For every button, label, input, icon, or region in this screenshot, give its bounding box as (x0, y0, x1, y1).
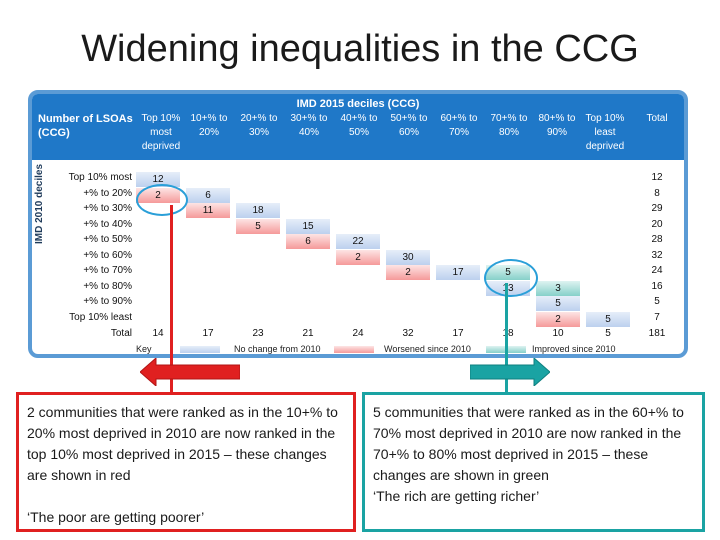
column-total: 24 (352, 328, 364, 339)
col-header: Top 10% most deprived (141, 113, 181, 152)
row-total: 28 (651, 234, 663, 245)
table-cell: 5 (236, 218, 280, 234)
table-cell: 30 (386, 249, 430, 265)
table-cell: 5 (586, 311, 630, 327)
column-total: 23 (252, 328, 264, 339)
table-cell: 5 (536, 296, 580, 311)
red-connector (170, 205, 173, 392)
col-header: Top 10% least deprived (585, 113, 625, 152)
highlight-ring-red (136, 184, 188, 216)
red-explanation-text: 2 communities that were ranked as in the… (27, 404, 338, 483)
row-total: 24 (651, 265, 663, 276)
column-total: 17 (452, 328, 464, 339)
row-label: +% to 30% (83, 203, 132, 214)
table-header: IMD 2015 deciles (CCG) Number of LSOAs (… (32, 94, 684, 160)
row-label: +% to 80% (83, 280, 132, 292)
table-cell: 3 (536, 280, 580, 296)
row-label: +% to 90% (83, 296, 132, 307)
table-cell: 6 (286, 234, 330, 249)
row-label: Top 10% least (69, 311, 132, 323)
row-total: 12 (651, 172, 663, 183)
row-total: 16 (651, 280, 663, 292)
side-label: IMD 2010 deciles (34, 163, 45, 244)
column-total: 21 (302, 328, 314, 339)
column-total: 32 (402, 328, 414, 339)
row-total: 32 (651, 249, 663, 261)
table-cell: 18 (236, 203, 280, 218)
row-label: +% to 50% (83, 234, 132, 245)
deciles-table: IMD 2015 deciles (CCG) Number of LSOAs (… (28, 90, 688, 358)
col-header: 30+% to 40% (290, 113, 328, 138)
column-total: 14 (152, 328, 164, 339)
column-total: 10 (552, 328, 564, 339)
column-total: 18 (502, 328, 514, 339)
key-improved: Improved since 2010 (532, 344, 616, 354)
row-total: 20 (651, 218, 663, 230)
row-label: Total (110, 328, 132, 339)
table-cell: 2 (536, 311, 580, 327)
col-header: 20+% to 30% (240, 113, 278, 138)
table-cell: 17 (436, 265, 480, 280)
key-label: Key (136, 344, 152, 354)
col-header: 80+% to 90% (538, 113, 576, 138)
col-header: 10+% to 20% (190, 113, 228, 138)
col-header: Total (646, 113, 668, 124)
table-cell: 12 (136, 172, 180, 187)
top-header: IMD 2015 deciles (CCG) (296, 98, 420, 110)
key-swatch-blue (180, 346, 220, 353)
row-label: +% to 40% (83, 218, 132, 230)
column-total: 17 (202, 328, 214, 339)
table-cell: 2 (336, 249, 380, 265)
column-total: 5 (605, 328, 611, 339)
table-cell: 22 (336, 234, 380, 249)
highlight-ring-green (484, 259, 538, 297)
red-left-arrow (140, 358, 240, 386)
green-explanation-box: 5 communities that were ranked as in the… (362, 392, 705, 532)
key-no-change: No change from 2010 (234, 344, 321, 354)
key-worsened: Worsened since 2010 (384, 344, 471, 354)
green-explanation-text: 5 communities that were ranked as in the… (373, 404, 684, 483)
row-label: Top 10% most (68, 172, 132, 183)
row-label: +% to 70% (83, 265, 132, 276)
row-total: 29 (651, 203, 663, 214)
green-quote: ‘The rich are getting richer’ (373, 488, 540, 504)
red-explanation-box: 2 communities that were ranked as in the… (16, 392, 356, 532)
row-total: 7 (654, 311, 660, 323)
col-header: 40+% to 50% (340, 113, 378, 138)
col-header: 70+% to 80% (490, 113, 528, 138)
table-cell: 6 (186, 187, 230, 203)
row-label: +% to 20% (83, 187, 132, 199)
table-cell: 15 (286, 218, 330, 234)
green-connector (505, 283, 508, 392)
col-header: 60+% to 70% (440, 113, 478, 138)
table-cell: 11 (186, 203, 230, 218)
column-total: 181 (648, 328, 666, 339)
row-total: 8 (654, 187, 660, 199)
red-quote: ‘The poor are getting poorer’ (27, 509, 205, 525)
row-label: +% to 60% (83, 249, 132, 261)
green-right-arrow (470, 358, 550, 386)
key-swatch-red (334, 346, 374, 353)
col-header: 50+% to 60% (390, 113, 428, 138)
row-total: 5 (654, 296, 660, 307)
corner-label: Number of LSOAs (CCG) (38, 113, 133, 139)
table-cell: 2 (386, 265, 430, 280)
page-title: Widening inequalities in the CCG (81, 28, 639, 70)
